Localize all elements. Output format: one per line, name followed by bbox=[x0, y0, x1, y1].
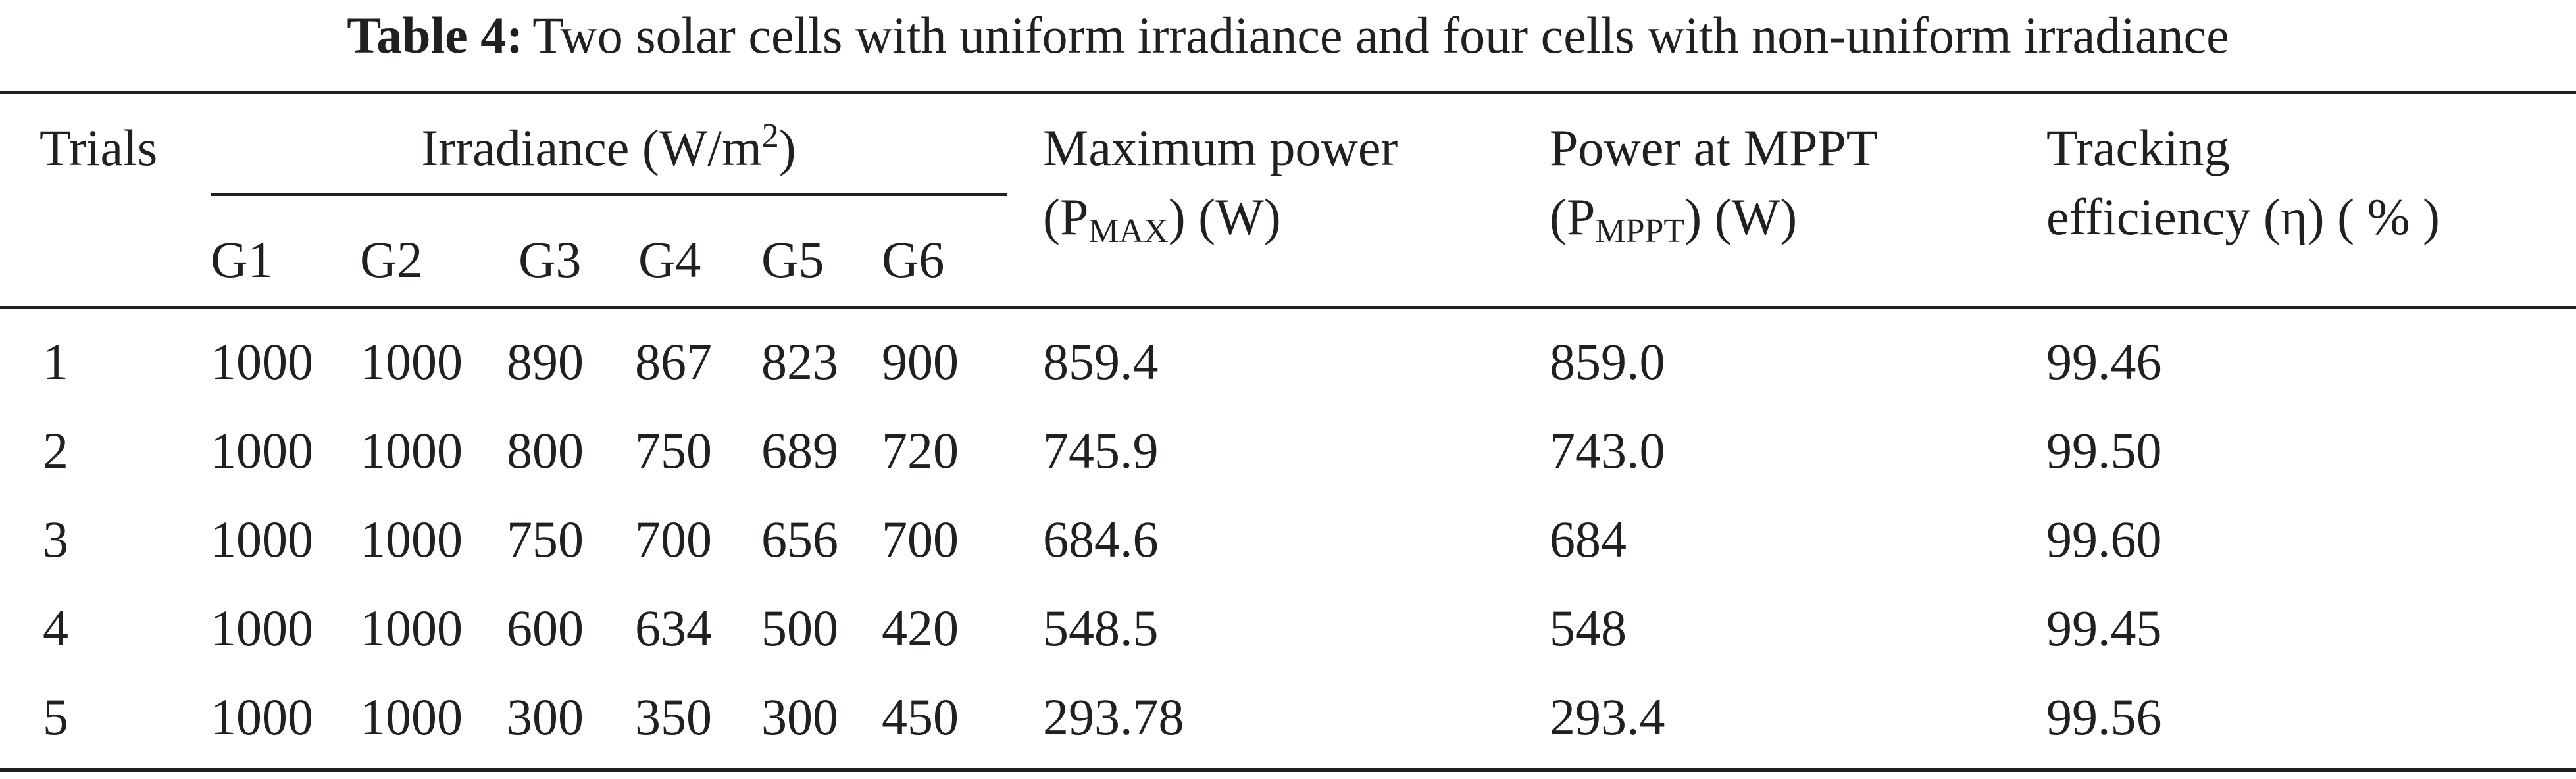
irradiance-label: Irradiance (W/m bbox=[421, 119, 762, 176]
cell-max-power: 548.5 bbox=[1043, 599, 1159, 657]
cell-g2: 1000 bbox=[360, 511, 463, 568]
cell-g6: 700 bbox=[882, 511, 959, 568]
cell-g3: 800 bbox=[507, 422, 584, 479]
table-title: Two solar cells with uniform irradiance … bbox=[532, 7, 2229, 64]
bottom-rule bbox=[0, 768, 2576, 772]
cell-g6: 720 bbox=[882, 422, 959, 479]
cell-g3: 600 bbox=[507, 599, 584, 657]
cell-power-mppt: 859.0 bbox=[1550, 333, 1665, 390]
cell-g1: 1000 bbox=[211, 333, 313, 390]
cell-max-power: 745.9 bbox=[1043, 422, 1159, 479]
header-max-power-line2: (PMAX) (W) bbox=[1043, 188, 1281, 250]
cell-g1: 1000 bbox=[211, 688, 313, 745]
header-g4: G4 bbox=[638, 231, 701, 288]
table-caption: Table 4: Two solar cells with uniform irr… bbox=[0, 3, 2576, 68]
cell-efficiency: 99.45 bbox=[2046, 599, 2162, 657]
cell-g1: 1000 bbox=[211, 422, 313, 479]
cell-g1: 1000 bbox=[211, 599, 313, 657]
cell-efficiency: 99.50 bbox=[2046, 422, 2162, 479]
cell-g3: 750 bbox=[507, 511, 584, 568]
cell-max-power: 859.4 bbox=[1043, 333, 1159, 390]
cell-g5: 300 bbox=[761, 688, 838, 745]
header-irradiance-group: Irradiance (W/m2) bbox=[211, 115, 1007, 181]
cell-g5: 656 bbox=[761, 511, 838, 568]
header-power-mppt-line2: (PMPPT) (W) bbox=[1550, 188, 1798, 250]
cell-g5: 823 bbox=[761, 333, 838, 390]
cell-trial: 2 bbox=[43, 422, 68, 479]
cell-g2: 1000 bbox=[360, 422, 463, 479]
header-power-mppt-line1: Power at MPPT bbox=[1550, 119, 1878, 176]
cell-g5: 500 bbox=[761, 599, 838, 657]
cell-power-mppt: 293.4 bbox=[1550, 688, 1665, 745]
header-g5: G5 bbox=[761, 231, 824, 288]
cell-g4: 634 bbox=[635, 599, 712, 657]
header-rule bbox=[0, 306, 2576, 309]
header-efficiency-line2: efficiency (η) ( % ) bbox=[2046, 188, 2440, 245]
cell-g4: 350 bbox=[635, 688, 712, 745]
cell-efficiency: 99.60 bbox=[2046, 511, 2162, 568]
header-trials: Trials bbox=[39, 119, 158, 176]
cell-g6: 420 bbox=[882, 599, 959, 657]
cell-efficiency: 99.56 bbox=[2046, 688, 2162, 745]
cell-g6: 450 bbox=[882, 688, 959, 745]
header-g1: G1 bbox=[211, 231, 274, 288]
table-label: Table 4: bbox=[347, 7, 524, 64]
header-g3: G3 bbox=[518, 231, 582, 288]
irradiance-close: ) bbox=[778, 119, 796, 176]
header-max-power-line1: Maximum power bbox=[1043, 119, 1398, 176]
cell-g2: 1000 bbox=[360, 599, 463, 657]
cell-g2: 1000 bbox=[360, 688, 463, 745]
cell-max-power: 293.78 bbox=[1043, 688, 1184, 745]
cell-efficiency: 99.46 bbox=[2046, 333, 2162, 390]
header-g2: G2 bbox=[360, 231, 423, 288]
cell-power-mppt: 743.0 bbox=[1550, 422, 1665, 479]
cell-g1: 1000 bbox=[211, 511, 313, 568]
cell-g5: 689 bbox=[761, 422, 838, 479]
cell-g4: 750 bbox=[635, 422, 712, 479]
cell-g2: 1000 bbox=[360, 333, 463, 390]
irradiance-exponent: 2 bbox=[761, 117, 779, 155]
cell-trial: 3 bbox=[43, 511, 68, 568]
irradiance-subrule bbox=[211, 193, 1007, 196]
cell-power-mppt: 684 bbox=[1550, 511, 1627, 568]
cell-g3: 890 bbox=[507, 333, 584, 390]
cell-trial: 4 bbox=[43, 599, 68, 657]
cell-g4: 867 bbox=[635, 333, 712, 390]
header-efficiency-line1: Tracking bbox=[2046, 119, 2230, 176]
top-rule bbox=[0, 91, 2576, 94]
cell-power-mppt: 548 bbox=[1550, 599, 1627, 657]
cell-trial: 5 bbox=[43, 688, 68, 745]
cell-max-power: 684.6 bbox=[1043, 511, 1159, 568]
cell-g3: 300 bbox=[507, 688, 584, 745]
cell-trial: 1 bbox=[43, 333, 68, 390]
header-g6: G6 bbox=[882, 231, 945, 288]
cell-g4: 700 bbox=[635, 511, 712, 568]
cell-g6: 900 bbox=[882, 333, 959, 390]
